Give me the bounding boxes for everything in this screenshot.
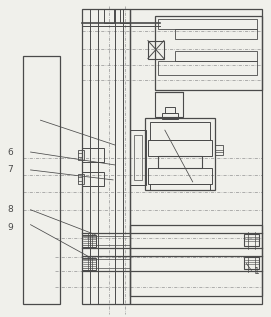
Bar (165, 107, 175, 113)
Bar (145, 118, 215, 190)
Bar (148, 41, 164, 59)
Text: 6: 6 (8, 147, 13, 157)
Bar (78, 150, 84, 160)
Bar (148, 140, 212, 156)
Bar (158, 61, 257, 75)
Bar (155, 92, 183, 117)
Bar (158, 156, 202, 168)
Bar (150, 122, 209, 140)
Bar (148, 168, 212, 184)
Bar (78, 174, 84, 184)
Text: 9: 9 (8, 223, 13, 232)
Bar (104, 9, 114, 23)
Bar (82, 172, 104, 186)
Bar (134, 135, 142, 180)
Bar (244, 257, 259, 269)
Bar (175, 50, 257, 61)
Text: 7: 7 (8, 165, 13, 174)
Bar (215, 145, 222, 155)
Bar (82, 148, 104, 162)
Bar (158, 19, 257, 29)
Text: 1: 1 (254, 267, 260, 276)
Bar (155, 16, 262, 90)
Bar (130, 225, 262, 296)
Bar (120, 9, 130, 23)
Bar (82, 258, 96, 270)
Bar (82, 235, 96, 247)
Bar (244, 234, 259, 246)
Bar (130, 130, 146, 185)
Bar (82, 9, 130, 304)
Text: 8: 8 (8, 205, 13, 214)
Bar (22, 55, 60, 304)
Bar (162, 113, 178, 119)
Bar (130, 9, 262, 304)
Bar (175, 29, 257, 39)
Bar (150, 184, 209, 190)
